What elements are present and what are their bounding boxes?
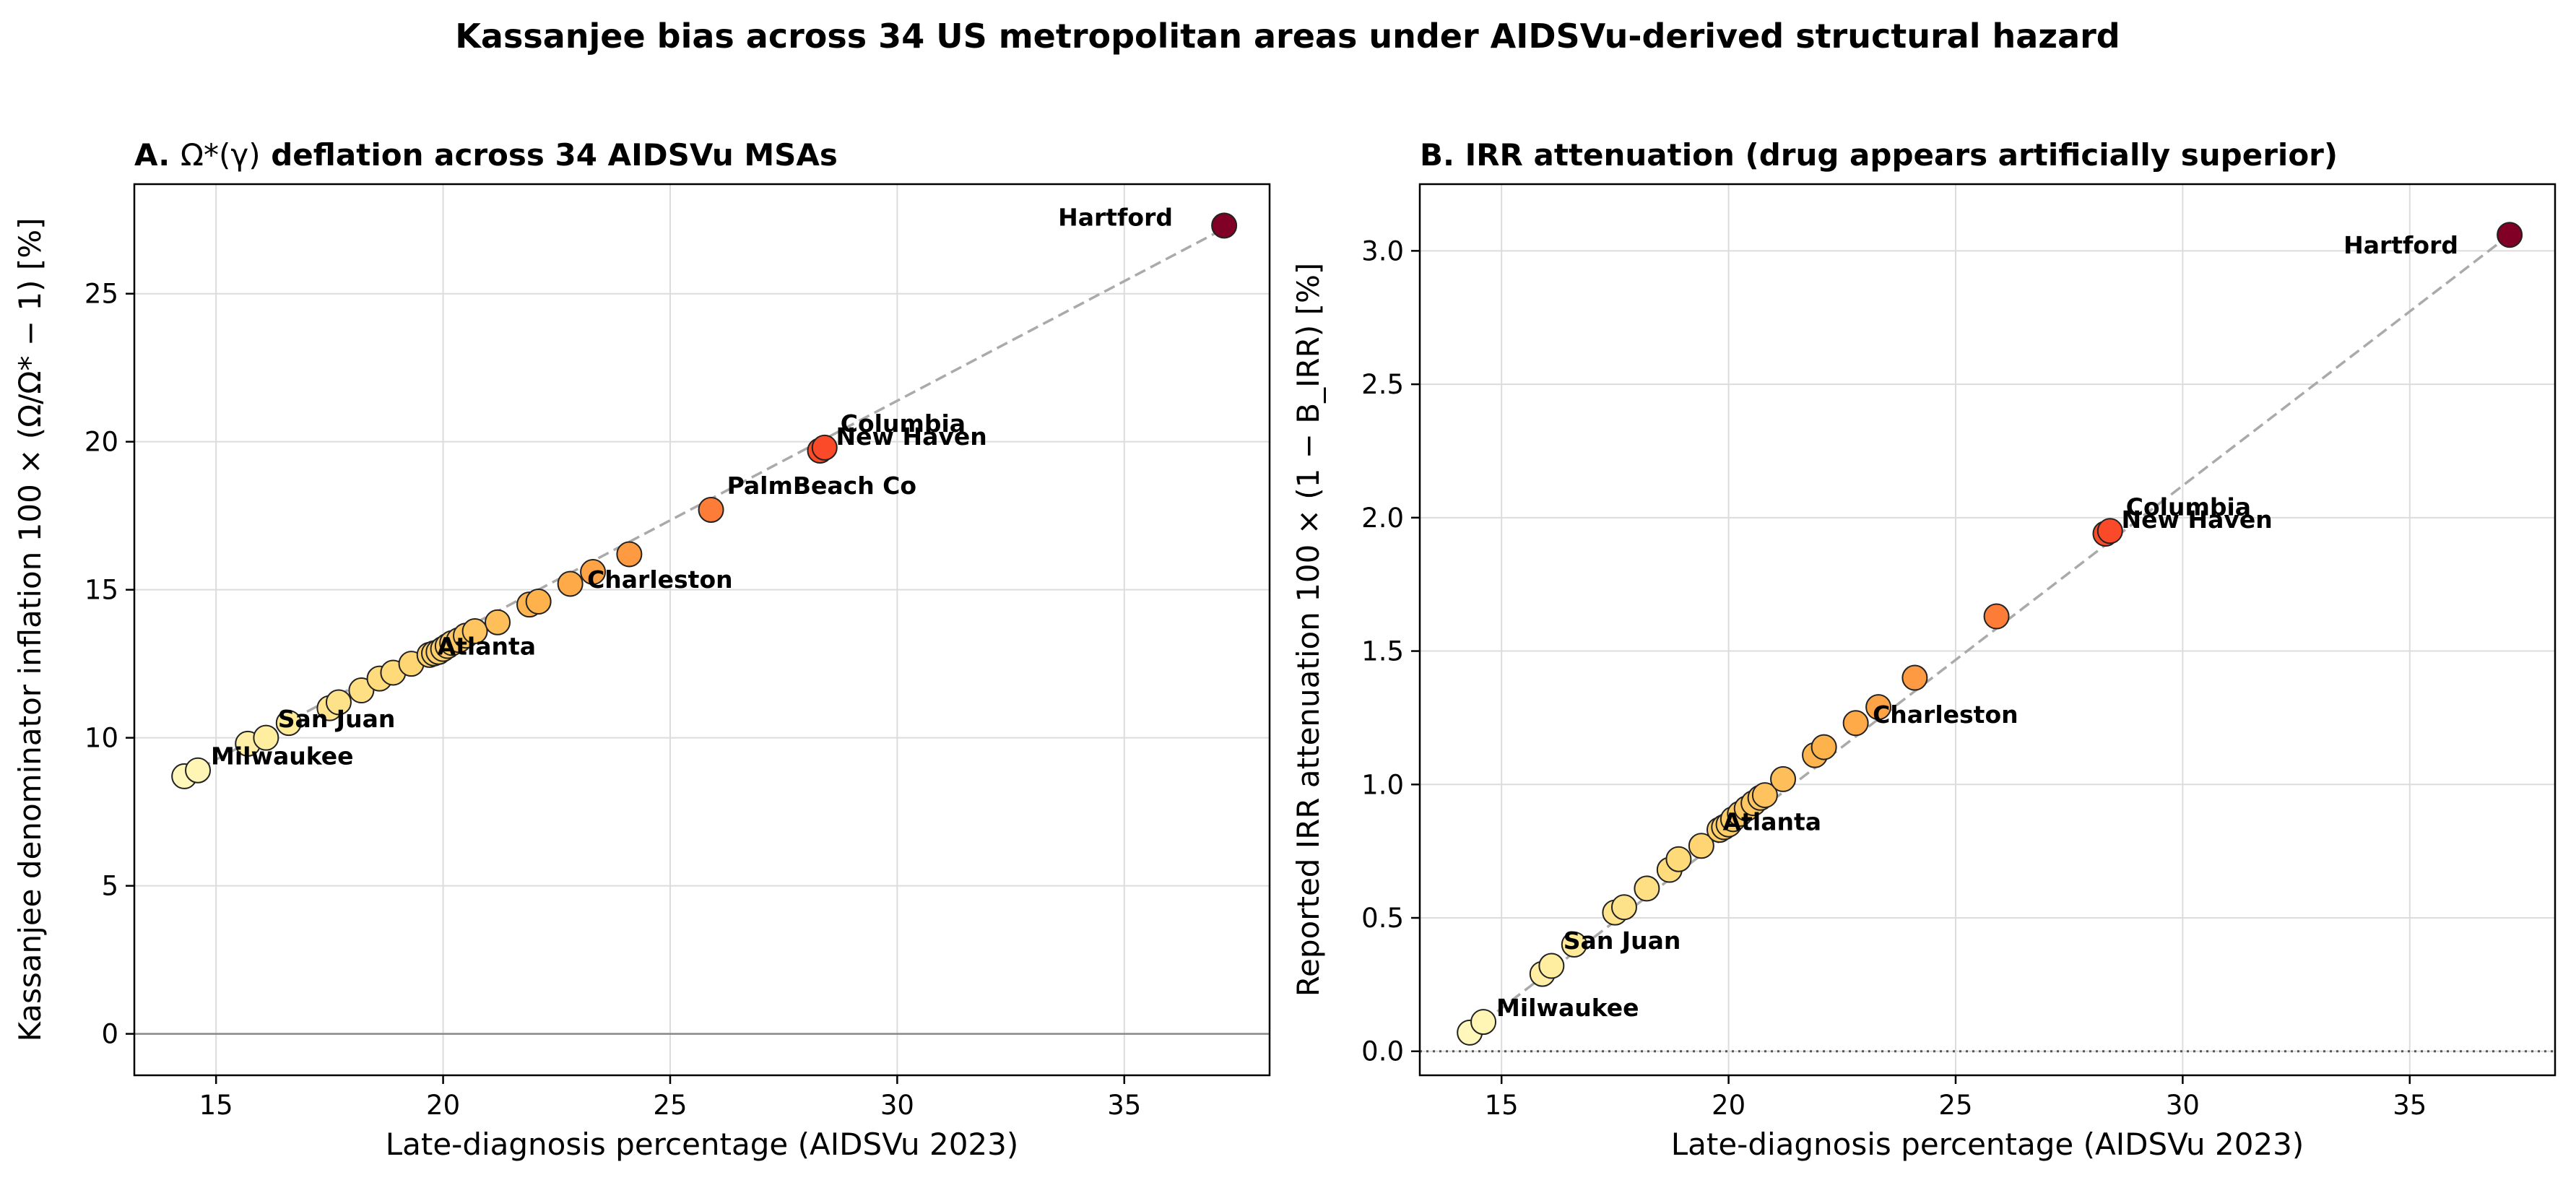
point-annotation: Milwaukee — [1496, 994, 1639, 1022]
data-point — [1983, 603, 2010, 630]
y-tick-label: 0 — [101, 1019, 118, 1050]
y-tick-label: 25 — [84, 279, 118, 310]
data-point — [616, 541, 643, 568]
point-annotation: Charleston — [587, 565, 733, 594]
point-annotation: Charleston — [1873, 700, 2018, 729]
y-tick-label: 15 — [84, 575, 118, 606]
data-point — [325, 689, 352, 716]
data-point — [1211, 212, 1238, 239]
data-point — [348, 677, 375, 704]
point-annotation: PalmBeach Co — [727, 472, 917, 500]
point-annotation: Hartford — [1058, 203, 1173, 231]
data-point — [1634, 875, 1660, 902]
panel-title: A. Ω*(γ) deflation across 34 AIDSVu MSAs — [134, 137, 838, 173]
data-point — [485, 609, 511, 635]
x-tick-label: 30 — [880, 1090, 914, 1121]
data-point — [1665, 846, 1692, 872]
y-tick-label: 10 — [84, 723, 118, 754]
x-tick-label: 30 — [2166, 1090, 2200, 1121]
data-point — [698, 496, 724, 523]
data-point — [1901, 664, 1928, 691]
plot-frame — [1418, 183, 2557, 1077]
data-point — [1610, 894, 1637, 921]
data-point — [1688, 833, 1714, 859]
panel-title: B. IRR attenuation (drug appears artific… — [1420, 137, 2338, 173]
data-point — [1810, 734, 1837, 760]
y-tick-label: 2.5 — [1361, 369, 1404, 400]
y-axis-label: Kassanjee denominator inflation 100 × (Ω… — [12, 218, 48, 1042]
x-tick-label: 25 — [653, 1090, 687, 1121]
data-point — [1751, 782, 1778, 809]
data-point — [253, 724, 279, 751]
y-tick-label: 2.0 — [1361, 503, 1404, 534]
data-point — [1770, 765, 1797, 792]
point-annotation: Milwaukee — [211, 742, 354, 771]
point-annotation: New Haven — [2121, 506, 2272, 534]
data-point — [1470, 1009, 1497, 1036]
x-tick-label: 25 — [1938, 1090, 1972, 1121]
x-tick-label: 15 — [199, 1090, 233, 1121]
point-annotation: Columbia — [2126, 493, 2251, 521]
x-tick-label: 35 — [1107, 1090, 1141, 1121]
y-tick-label: 1.0 — [1361, 769, 1404, 800]
y-tick-label: 0.5 — [1361, 903, 1404, 934]
data-point — [2497, 222, 2523, 248]
y-tick-label: 5 — [101, 871, 118, 902]
point-annotation: Hartford — [2343, 231, 2458, 259]
x-tick-label: 20 — [426, 1090, 460, 1121]
y-tick-label: 1.5 — [1361, 636, 1404, 667]
data-point — [2096, 518, 2123, 545]
x-axis-label: Late-diagnosis percentage (AIDSVu 2023) — [1671, 1127, 2304, 1162]
y-axis-label: Reported IRR attenuation 100 × (1 − B_IR… — [1291, 263, 1326, 997]
x-tick-label: 20 — [1712, 1090, 1745, 1121]
x-tick-label: 35 — [2393, 1090, 2427, 1121]
data-point — [1561, 931, 1587, 958]
y-tick-label: 0.0 — [1361, 1036, 1404, 1067]
data-point — [461, 618, 488, 645]
x-axis-label: Late-diagnosis percentage (AIDSVu 2023) — [386, 1127, 1019, 1162]
x-tick-label: 15 — [1485, 1090, 1519, 1121]
y-tick-label: 3.0 — [1361, 235, 1404, 266]
data-point — [1842, 710, 1869, 737]
point-annotation: San Juan — [1564, 927, 1681, 955]
plot-frame — [133, 183, 1271, 1077]
figure-suptitle: Kassanjee bias across 34 US metropolitan… — [455, 17, 2120, 56]
point-annotation: Atlanta — [438, 633, 536, 661]
point-annotation: Columbia — [841, 409, 966, 438]
point-annotation: Atlanta — [1723, 808, 1821, 836]
data-point — [580, 559, 607, 586]
data-point — [275, 710, 302, 737]
data-point — [1865, 694, 1892, 721]
data-point — [811, 434, 838, 461]
data-point — [1538, 953, 1565, 979]
data-point — [185, 757, 212, 784]
data-point — [525, 589, 552, 615]
y-tick-label: 20 — [84, 427, 118, 458]
point-annotation: San Juan — [278, 705, 396, 733]
point-annotation: New Haven — [836, 422, 986, 451]
data-point — [557, 571, 584, 597]
